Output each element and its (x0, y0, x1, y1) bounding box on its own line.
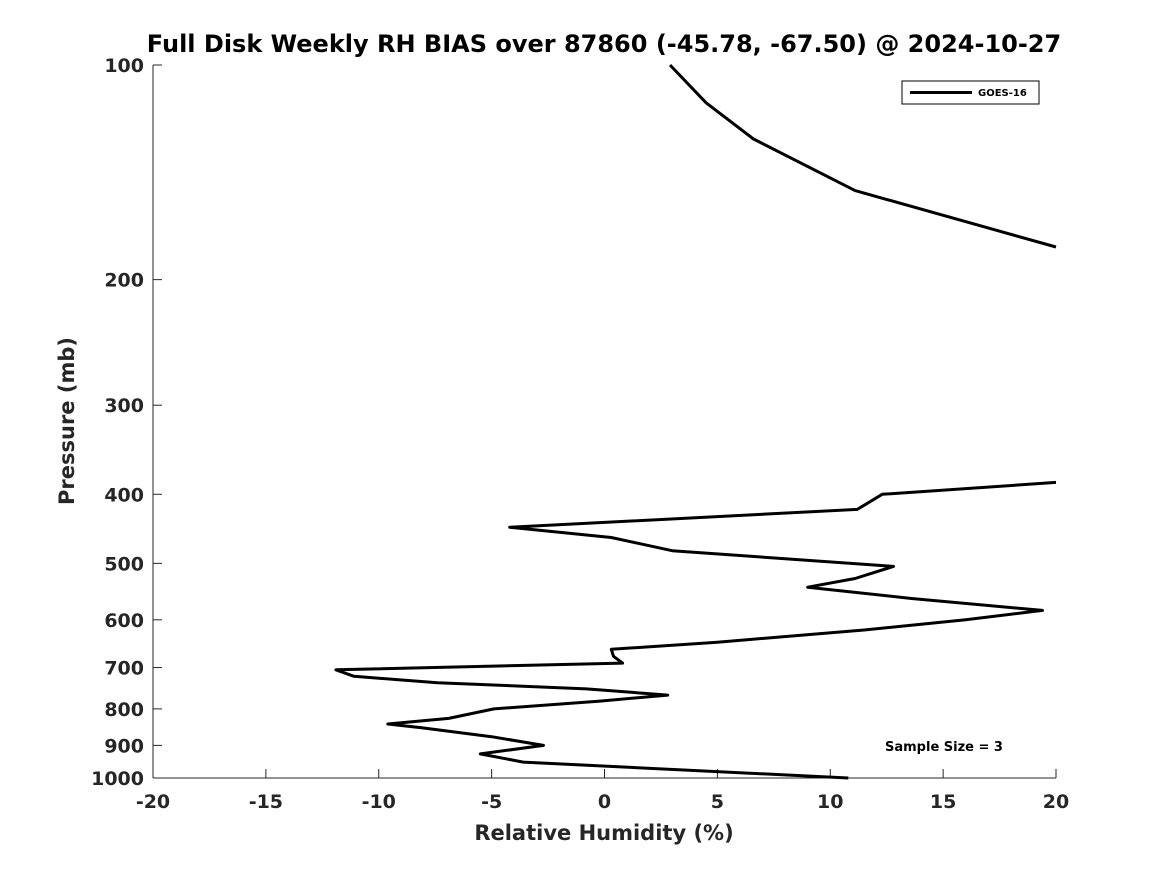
y-tick-label: 700 (104, 658, 144, 680)
y-tick-label: 200 (104, 270, 144, 292)
y-tick-label: 600 (104, 610, 144, 632)
series-line-goes16-0 (334, 480, 1057, 780)
x-tick-label: 0 (598, 791, 611, 813)
legend-label: GOES-16 (978, 88, 1027, 99)
y-tick-label: 500 (104, 553, 144, 575)
x-tick-label: -5 (481, 791, 502, 813)
chart-title: Full Disk Weekly RH BIAS over 87860 (-45… (147, 30, 1061, 58)
x-tick-label: 20 (1043, 791, 1069, 813)
series-line-goes16-1 (668, 63, 1057, 249)
x-tick-label: -20 (136, 791, 170, 813)
x-axis-label: Relative Humidity (%) (474, 821, 733, 845)
axes: -20 -15 -10 -5 0 5 10 15 20 100 200 300 400 500 600 700… (91, 55, 1069, 813)
y-tick-label: 300 (104, 395, 144, 417)
x-tick-label: 10 (817, 791, 843, 813)
series-layer (334, 63, 1057, 780)
x-tick-label: -10 (362, 791, 396, 813)
y-tick-label: 800 (104, 699, 144, 721)
y-tick-label: 900 (104, 735, 144, 757)
y-tick-label: 400 (104, 484, 144, 506)
x-tick-label: 5 (711, 791, 724, 813)
y-axis-label: Pressure (mb) (55, 337, 79, 505)
x-tick-label: -15 (249, 791, 283, 813)
y-tick-label: 1000 (91, 768, 144, 790)
x-tick-label: 15 (930, 791, 956, 813)
sample-size-annotation: Sample Size = 3 (885, 740, 1003, 755)
legend: GOES-16 (901, 80, 1040, 105)
y-tick-label: 100 (104, 55, 144, 77)
